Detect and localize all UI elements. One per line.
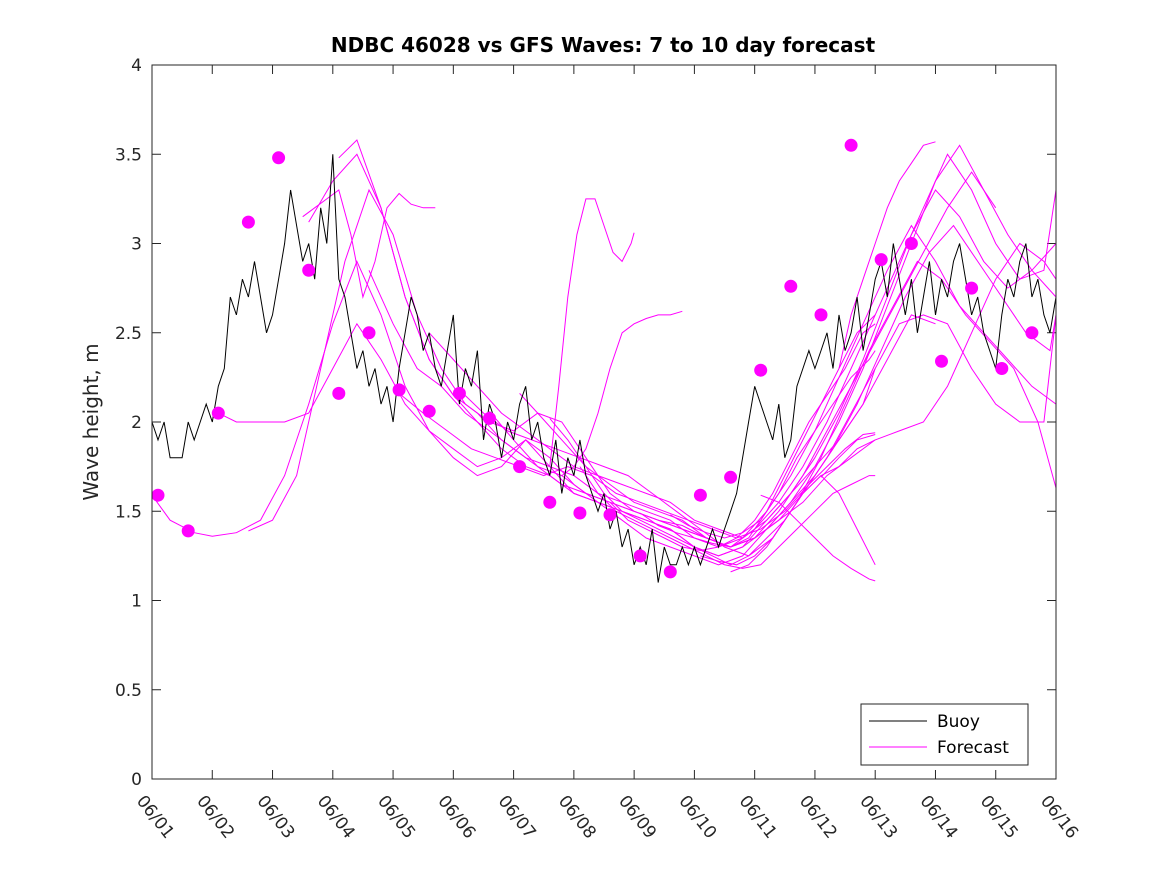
forecast-marker [995, 362, 1009, 375]
y-tick-label: 3 [131, 235, 142, 255]
legend: Buoy Forecast [860, 703, 1029, 766]
forecast-line [670, 350, 876, 539]
forecast-line [760, 494, 876, 582]
forecast-markers-group [151, 138, 1039, 579]
buoy-series-group [151, 154, 1057, 583]
forecast-marker [874, 253, 888, 267]
chart-title: NDBC 46028 vs GFS Waves: 7 to 10 day for… [331, 33, 876, 57]
forecast-marker [573, 506, 587, 520]
legend-box [860, 703, 1029, 766]
plot-frame [151, 64, 1057, 780]
forecast-marker [483, 411, 496, 425]
forecast-line [820, 434, 876, 478]
forecast-line [549, 198, 635, 467]
forecast-marker [904, 237, 918, 250]
forecast-line [730, 474, 876, 573]
forecast-line [302, 189, 436, 299]
buoy-line [151, 154, 1057, 583]
forecast-marker [422, 404, 436, 418]
y-axis-label: Wave height, m [79, 343, 103, 500]
forecast-marker [844, 138, 858, 152]
forecast-marker [724, 470, 738, 484]
legend-label-forecast: Forecast [937, 738, 1009, 758]
forecast-line [428, 224, 1057, 539]
forecast-marker [543, 495, 557, 509]
forecast-marker [452, 386, 466, 400]
forecast-marker [1025, 326, 1039, 340]
forecast-marker [965, 281, 979, 295]
forecast-marker [603, 508, 617, 522]
forecast-line [838, 141, 936, 369]
forecast-marker [784, 279, 798, 293]
forecast-line [579, 466, 876, 569]
y-tick-label: 4 [131, 56, 142, 76]
y-tick-label: 1.5 [115, 502, 142, 522]
y-tick-label: 3.5 [115, 145, 142, 165]
forecast-line [609, 323, 876, 552]
y-tick-label: 2 [131, 413, 142, 433]
forecast-marker [272, 151, 286, 165]
forecast-marker [754, 363, 768, 377]
y-tick-label: 1 [131, 592, 142, 612]
legend-label-buoy: Buoy [937, 712, 980, 732]
forecast-marker [181, 524, 195, 538]
forecast-line [151, 260, 876, 566]
forecast-marker [362, 326, 376, 340]
forecast-marker [935, 354, 948, 368]
forecast-marker [151, 488, 165, 502]
forecast-line [459, 260, 1057, 557]
forecast-marker [693, 488, 707, 502]
forecast-marker [241, 215, 255, 229]
forecast-line [639, 314, 876, 548]
y-tick-label: 2.5 [115, 324, 142, 344]
forecast-series-group [151, 139, 1057, 582]
forecast-marker [392, 383, 406, 397]
forecast-marker [663, 565, 677, 579]
forecast-marker [332, 386, 346, 400]
forecast-marker [513, 460, 527, 474]
forecast-marker [814, 308, 828, 322]
y-axis-ticks: 0 0.5 1 1.5 2 2.5 3 3.5 4 [115, 56, 1056, 790]
y-tick-label: 0 [131, 770, 142, 790]
forecast-marker [633, 549, 647, 563]
forecast-marker [211, 406, 225, 420]
forecast-marker [302, 263, 316, 277]
y-tick-label: 0.5 [115, 681, 142, 701]
